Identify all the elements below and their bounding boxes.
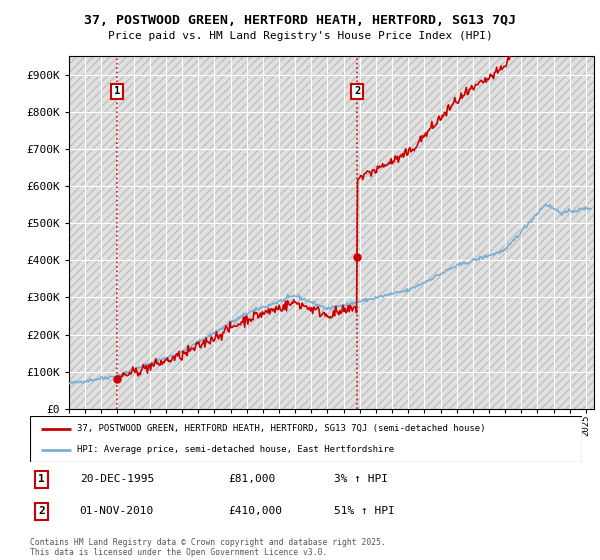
Text: 37, POSTWOOD GREEN, HERTFORD HEATH, HERTFORD, SG13 7QJ: 37, POSTWOOD GREEN, HERTFORD HEATH, HERT… bbox=[84, 14, 516, 27]
Text: 3% ↑ HPI: 3% ↑ HPI bbox=[334, 474, 388, 484]
Bar bbox=[69, 56, 594, 409]
Text: HPI: Average price, semi-detached house, East Hertfordshire: HPI: Average price, semi-detached house,… bbox=[77, 445, 394, 454]
Text: £410,000: £410,000 bbox=[229, 506, 283, 516]
Text: Price paid vs. HM Land Registry's House Price Index (HPI): Price paid vs. HM Land Registry's House … bbox=[107, 31, 493, 41]
Text: 2: 2 bbox=[38, 506, 45, 516]
Text: 51% ↑ HPI: 51% ↑ HPI bbox=[334, 506, 394, 516]
Text: 37, POSTWOOD GREEN, HERTFORD HEATH, HERTFORD, SG13 7QJ (semi-detached house): 37, POSTWOOD GREEN, HERTFORD HEATH, HERT… bbox=[77, 424, 485, 433]
Text: 20-DEC-1995: 20-DEC-1995 bbox=[80, 474, 154, 484]
Text: 1: 1 bbox=[114, 86, 120, 96]
Text: 1: 1 bbox=[38, 474, 45, 484]
Text: £81,000: £81,000 bbox=[229, 474, 276, 484]
Text: Contains HM Land Registry data © Crown copyright and database right 2025.
This d: Contains HM Land Registry data © Crown c… bbox=[30, 538, 386, 557]
Text: 01-NOV-2010: 01-NOV-2010 bbox=[80, 506, 154, 516]
Text: 2: 2 bbox=[354, 86, 360, 96]
